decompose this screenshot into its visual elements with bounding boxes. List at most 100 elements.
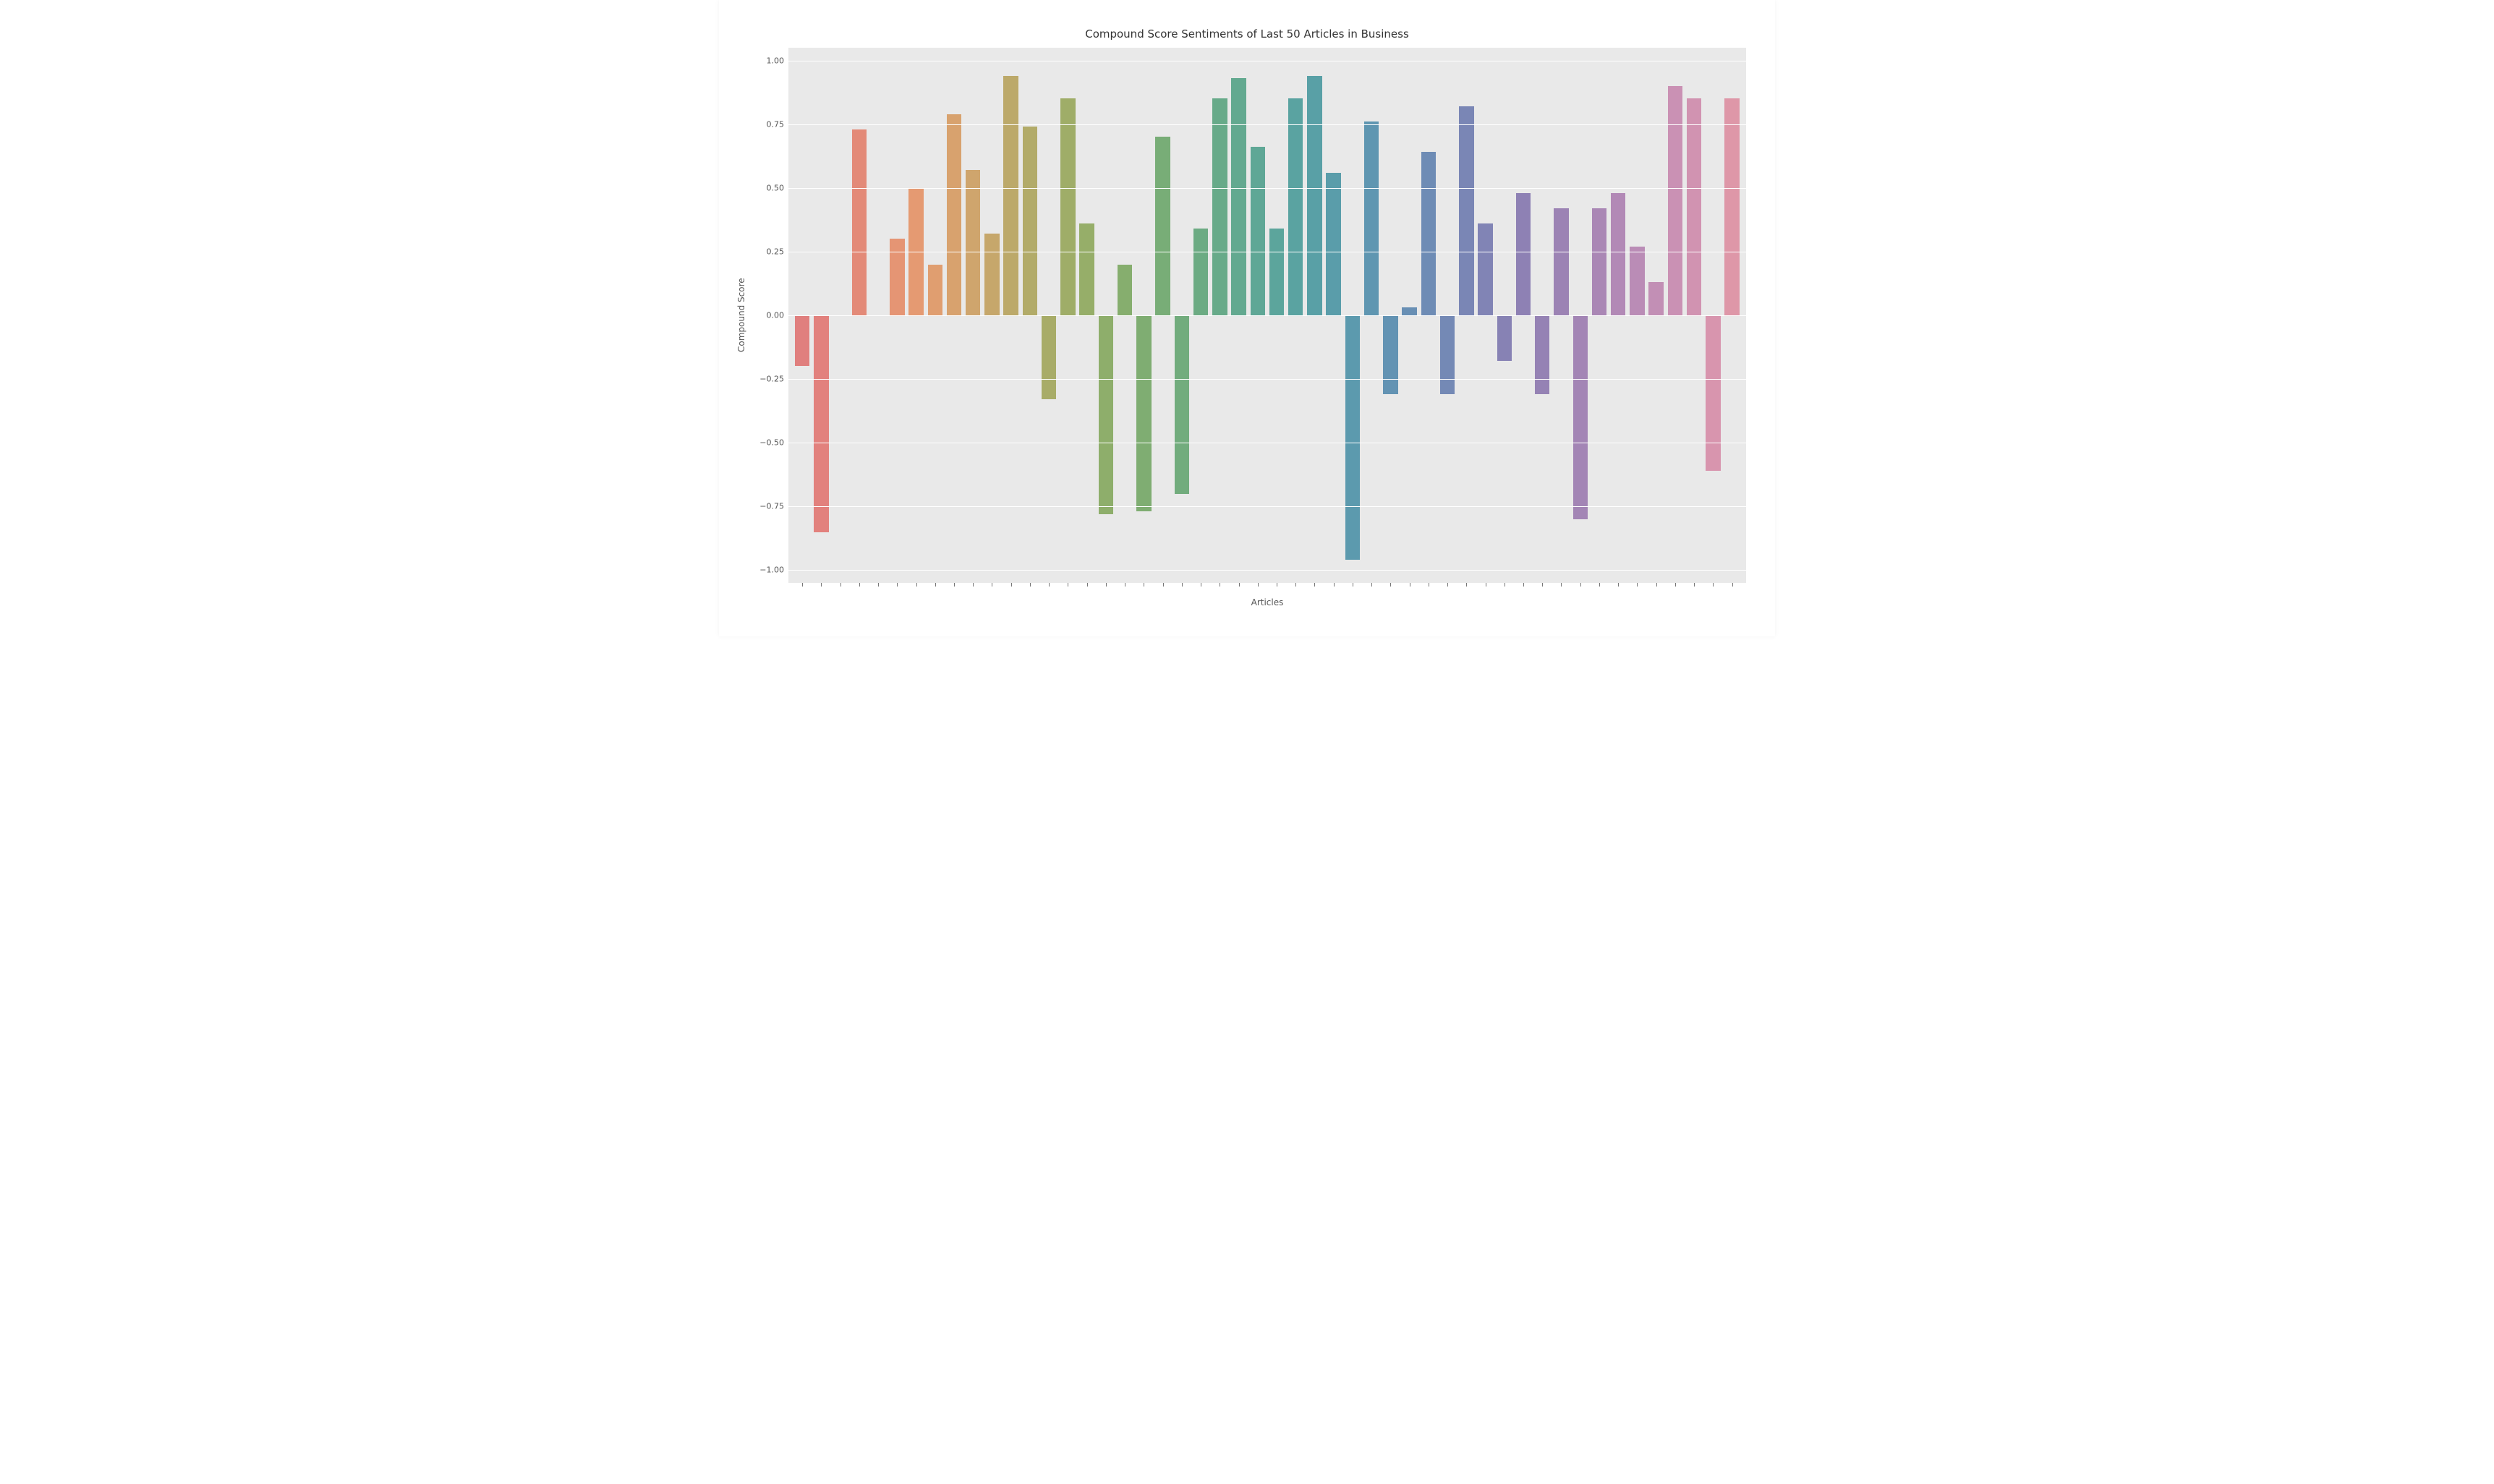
x-tick [850,583,869,593]
gridline [788,506,1746,507]
bar [1193,229,1208,315]
x-tick [1153,583,1172,593]
bar [1421,152,1436,315]
x-tick [830,583,849,593]
x-tick [1685,583,1703,593]
x-tick [1552,583,1570,593]
x-tick [1627,583,1646,593]
gridline [788,315,1746,316]
y-tick-label: −0.25 [759,375,784,383]
bar [1478,223,1492,315]
bar [1516,193,1531,315]
x-tick [1286,583,1305,593]
bar [1459,106,1473,315]
x-tick [812,583,830,593]
bar [928,265,942,315]
x-tick [1722,583,1741,593]
bar [1648,282,1663,315]
x-tick [1514,583,1533,593]
bar [1118,265,1132,315]
bar [1402,307,1416,315]
bar [984,234,999,315]
bar [1231,78,1246,315]
bar [1724,98,1739,315]
bar [1554,208,1568,315]
x-tick [1666,583,1685,593]
bar [1175,315,1189,494]
bar [1060,98,1075,315]
x-tick [1191,583,1210,593]
bar [947,114,961,315]
x-tick [1419,583,1438,593]
bar [1706,315,1720,471]
gridline [788,379,1746,380]
y-tick-label: −0.50 [759,439,784,447]
x-tick [906,583,925,593]
x-axis-ticks [788,583,1746,593]
bar [1383,315,1397,394]
bar [1573,315,1588,519]
bar [795,315,809,366]
x-tick [1647,583,1666,593]
chart-title: Compound Score Sentiments of Last 50 Art… [733,27,1761,40]
x-tick [1381,583,1400,593]
x-tick [945,583,963,593]
bar [1668,86,1682,315]
y-tick-label: 0.75 [767,120,785,128]
plot-row: Compound Score 1.000.750.500.250.00−0.25… [733,48,1761,583]
y-tick-label: −0.75 [759,503,784,511]
bar [1269,229,1284,315]
x-tick [1039,583,1058,593]
x-tick [1343,583,1362,593]
x-tick [1590,583,1609,593]
bar [1099,315,1113,514]
bar [890,239,904,315]
x-tick [793,583,812,593]
bar [1592,208,1606,315]
x-tick [1002,583,1021,593]
gridline [788,188,1746,189]
x-tick [1021,583,1039,593]
right-padding [1746,48,1761,583]
bar [1307,76,1322,315]
x-tick [1571,583,1590,593]
x-tick [888,583,906,593]
x-tick [1058,583,1077,593]
bar [1630,247,1644,315]
bar [1364,121,1379,315]
bar [1611,193,1625,315]
y-tick-label: 0.25 [767,247,785,255]
bar [1535,315,1549,394]
gridline [788,570,1746,571]
x-tick [1078,583,1097,593]
x-tick [1533,583,1552,593]
x-tick [1172,583,1191,593]
x-tick [1134,583,1153,593]
x-tick [1476,583,1494,593]
x-tick [1305,583,1324,593]
x-tick [1324,583,1343,593]
x-tick [1495,583,1514,593]
bar [814,315,828,532]
x-tick [1400,583,1419,593]
bar [1497,315,1512,361]
y-tick-label: 0.00 [767,312,785,320]
bar [1288,98,1303,315]
figure: Compound Score Sentiments of Last 50 Art… [719,0,1775,636]
x-tick [1703,583,1722,593]
x-tick [1210,583,1229,593]
x-tick [1609,583,1627,593]
x-tick [926,583,945,593]
x-tick [963,583,982,593]
x-tick [1115,583,1134,593]
x-tick [1097,583,1115,593]
bar [1440,315,1455,394]
x-tick [1248,583,1267,593]
x-tick [1438,583,1457,593]
bar [1003,76,1018,315]
y-axis-label: Compound Score [733,48,746,583]
bar [1326,173,1340,315]
x-tick [1229,583,1248,593]
y-tick-label: 1.00 [767,56,785,64]
bar [1155,137,1170,315]
